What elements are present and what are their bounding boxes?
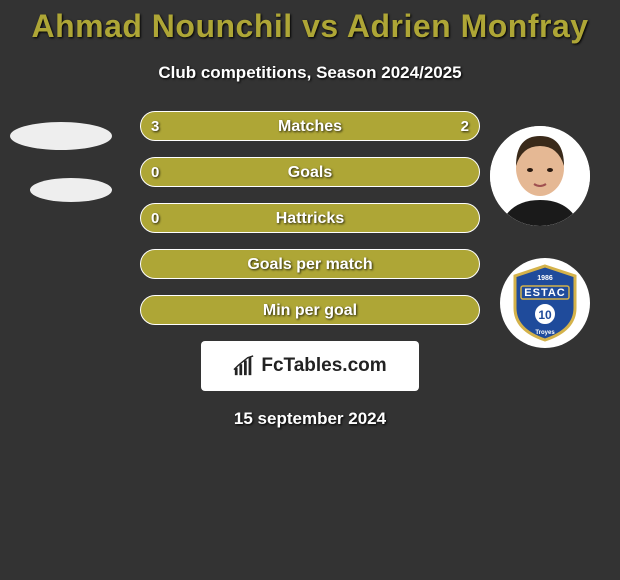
stat-row: 0Hattricks	[0, 203, 620, 233]
stat-label: Min per goal	[141, 296, 479, 326]
stat-row: Goals per match	[0, 249, 620, 279]
page-title: Ahmad Nounchil vs Adrien Monfray	[0, 0, 620, 45]
stat-pill: 0Hattricks	[140, 203, 480, 233]
stat-pill: Min per goal	[140, 295, 480, 325]
stat-pill: 0Goals	[140, 157, 480, 187]
chart-icon	[233, 355, 255, 377]
subtitle: Club competitions, Season 2024/2025	[0, 63, 620, 83]
stats-container: 3Matches2 0Goals 0Hattricks Goals per match…	[0, 111, 620, 325]
stat-pill: 3Matches2	[140, 111, 480, 141]
crest-sub: Troyes	[535, 330, 555, 336]
source-badge-text: FcTables.com	[261, 355, 386, 377]
stat-row: Min per goal	[0, 295, 620, 325]
date-text: 15 september 2024	[0, 409, 620, 429]
source-badge: FcTables.com	[201, 341, 419, 391]
stat-label: Goals	[141, 158, 479, 188]
stat-pill: Goals per match	[140, 249, 480, 279]
stat-label: Matches	[141, 112, 479, 142]
stat-row: 3Matches2	[0, 111, 620, 141]
stat-label: Hattricks	[141, 204, 479, 234]
stat-label: Goals per match	[141, 250, 479, 280]
stat-row: 0Goals	[0, 157, 620, 187]
stat-value-right: 2	[461, 112, 469, 142]
